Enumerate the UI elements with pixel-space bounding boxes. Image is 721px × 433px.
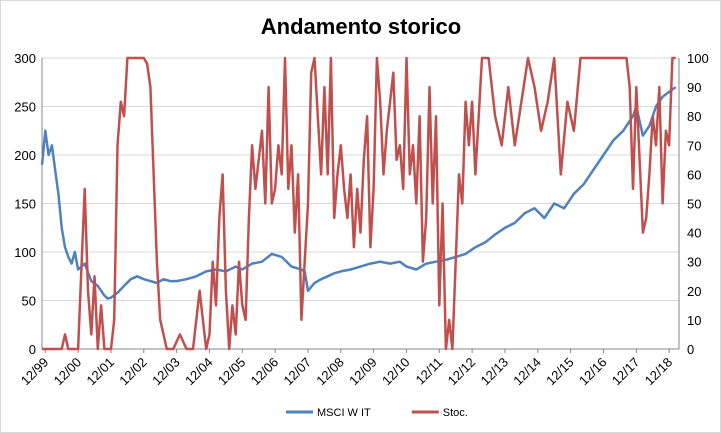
x-tick-label: 12/99 (18, 355, 52, 389)
legend-label-stoc: Stoc. (443, 407, 468, 419)
x-tick-label: 12/02 (116, 355, 150, 389)
y-right-tick-label: 50 (687, 197, 701, 212)
y-left-tick-label: 100 (14, 245, 36, 260)
y-right-tick-label: 0 (687, 342, 694, 357)
series-line-stoc (42, 56, 676, 351)
series-lines (40, 56, 677, 351)
x-tick-label: 12/06 (248, 355, 282, 389)
x-tick-label: 12/17 (609, 355, 643, 389)
x-tick-label: 12/08 (313, 355, 347, 389)
y-right-tick-label: 20 (687, 284, 701, 299)
y-left-tick-label: 0 (29, 342, 36, 357)
y-right-tick-label: 40 (687, 226, 701, 241)
y-left-tick-label: 200 (14, 148, 36, 163)
y-right-tick-label: 70 (687, 138, 701, 153)
y-left-tick-label: 150 (14, 197, 36, 212)
gridlines (42, 57, 679, 301)
y-right-tick-label: 30 (687, 255, 701, 270)
x-tick-label: 12/18 (642, 355, 676, 389)
x-tick-label: 12/07 (280, 355, 314, 389)
x-tick-label: 12/11 (412, 355, 445, 388)
x-tick-label: 12/15 (543, 355, 577, 389)
legend: MSCI W IT Stoc. (286, 407, 468, 419)
legend-label-msci: MSCI W IT (317, 407, 371, 419)
y-right-tick-label: 100 (687, 51, 709, 66)
x-tick-label: 12/03 (149, 355, 183, 389)
y-left-tick-label: 300 (14, 51, 36, 66)
y-left-tick-label: 250 (14, 100, 36, 115)
chart-title: Andamento storico (261, 14, 461, 39)
y-right-tick-label: 80 (687, 109, 701, 124)
x-tick-label: 12/04 (182, 355, 216, 389)
x-tick-label: 12/05 (215, 355, 249, 389)
y-right-tick-label: 90 (687, 80, 701, 95)
y-left-tick-label: 50 (22, 294, 36, 309)
x-tick-label: 12/10 (379, 355, 413, 389)
x-tick-label: 12/01 (83, 355, 117, 389)
x-tick-label: 12/12 (445, 355, 479, 389)
x-tick-label: 12/09 (346, 355, 380, 389)
x-tick-label: 12/13 (477, 355, 511, 389)
x-tick-label: 12/16 (576, 355, 610, 389)
y-right-tick-label: 60 (687, 167, 701, 182)
series-line-msci (40, 86, 677, 300)
y-right-tick-label: 10 (687, 313, 701, 328)
x-tick-label: 12/14 (510, 355, 544, 389)
x-tick-label: 12/00 (51, 355, 85, 389)
